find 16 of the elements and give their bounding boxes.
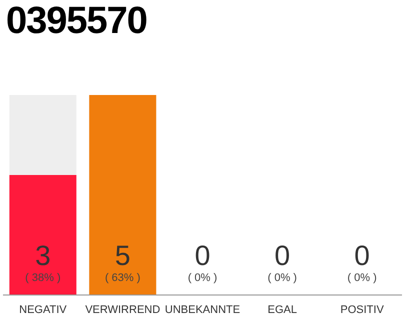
data-label: 0 <box>274 240 290 271</box>
data-label: 5 <box>114 240 130 271</box>
annotation: ( 63% ) <box>104 272 140 284</box>
x-tick-label: NEGATIV <box>19 304 68 316</box>
data-label: 0 <box>194 240 210 271</box>
data-label: 0 <box>354 240 370 271</box>
x-tick-label: VERWIRREND <box>85 304 160 316</box>
x-tick-label: EGAL <box>268 304 297 316</box>
annotation: ( 0% ) <box>347 272 377 284</box>
chart-title: 0395570 <box>6 0 147 43</box>
data-label: 3 <box>35 240 51 271</box>
annotation: ( 0% ) <box>268 272 297 284</box>
x-tick-label: POSITIV <box>340 304 384 316</box>
x-tick-label: UNBEKANNTE <box>164 304 240 316</box>
annotation: ( 0% ) <box>188 272 218 284</box>
annotation: ( 38% ) <box>25 272 61 284</box>
